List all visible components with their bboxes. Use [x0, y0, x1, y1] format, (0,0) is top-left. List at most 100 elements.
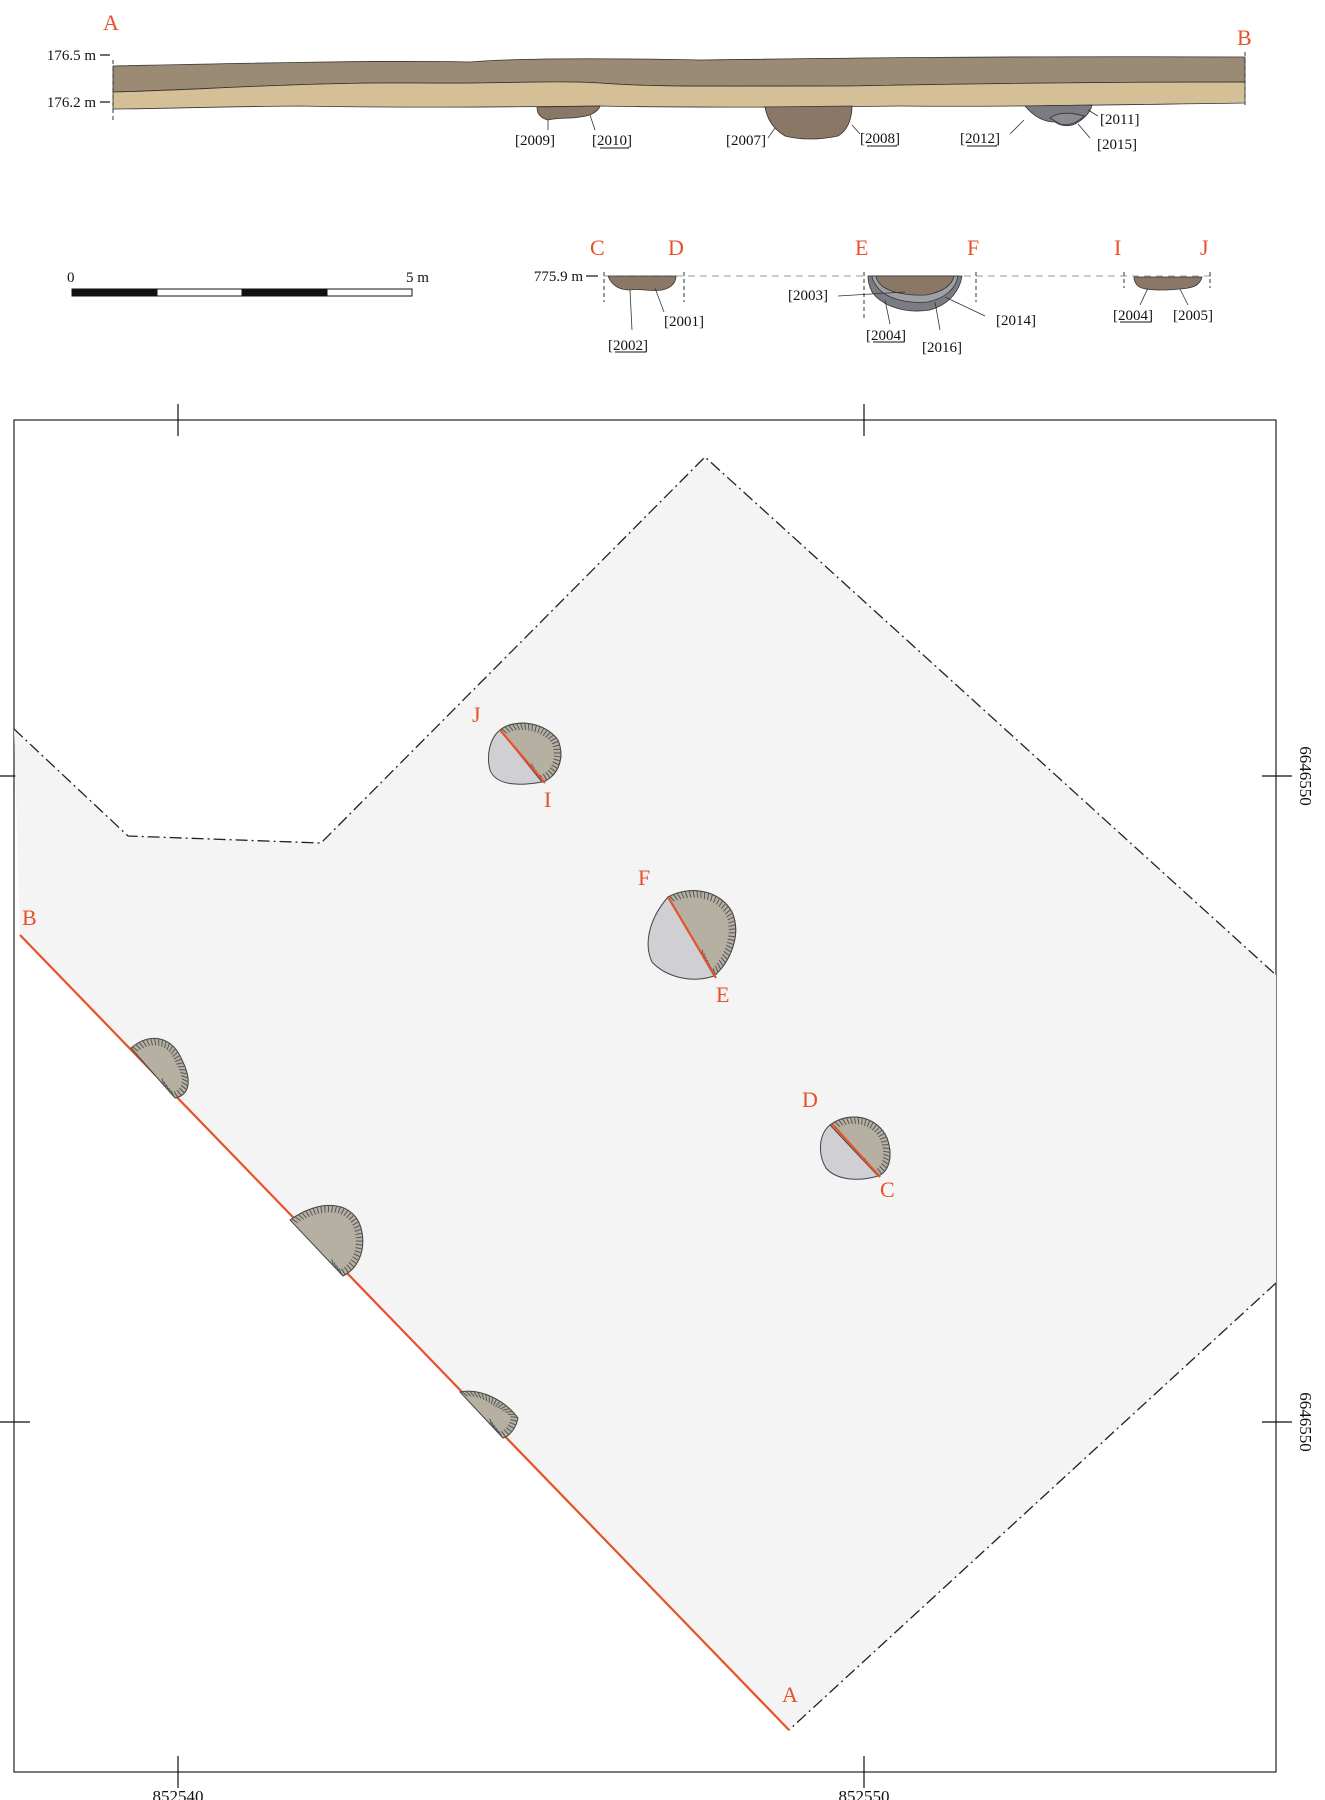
scale-segment-1	[71, 288, 158, 297]
hachure-mark	[334, 1205, 338, 1213]
section-letter-c: C	[590, 235, 605, 260]
hachure-mark	[841, 1118, 847, 1125]
leader-2008	[851, 124, 861, 135]
hachure-mark	[312, 1207, 317, 1215]
hachure-mark	[473, 1391, 479, 1398]
hachure-mark	[728, 928, 736, 931]
section-letter-b: B	[1237, 25, 1252, 50]
edge-feature-1-hachures	[132, 1038, 189, 1098]
hachure-mark	[880, 1140, 888, 1143]
hachure-mark	[507, 1424, 515, 1429]
leader-2001	[654, 287, 665, 313]
hachure-mark	[498, 1430, 503, 1438]
hachure-mark	[703, 891, 706, 900]
hachure-mark	[861, 1117, 863, 1125]
section-letter-f: F	[967, 235, 979, 260]
hachure-mark	[552, 761, 560, 766]
hachure-mark	[707, 892, 710, 901]
leader-2004-ij	[1139, 287, 1149, 306]
hachure-mark	[834, 1121, 841, 1128]
cut-2007-fill	[764, 105, 853, 140]
hachure-mark	[331, 1259, 335, 1267]
hachure-mark	[871, 1124, 877, 1131]
hachure-mark	[135, 1044, 142, 1050]
hachure-mark	[163, 1041, 167, 1049]
hachure-mark	[493, 1424, 498, 1432]
context-label-2001: [2001]	[664, 314, 704, 330]
hachure-mark	[509, 1421, 517, 1426]
hachure-mark	[723, 906, 729, 912]
hachure-mark	[878, 1132, 885, 1138]
context-label-2005: [2005]	[1173, 308, 1213, 324]
hachure-mark	[724, 947, 732, 953]
hachure-mark	[346, 1212, 352, 1219]
hachure-mark	[726, 912, 733, 918]
hachure-mark	[298, 1214, 304, 1220]
plan-letter-j: J	[472, 702, 481, 727]
leader-2016	[934, 301, 941, 331]
context-label-2003: [2003]	[788, 288, 828, 304]
easting-label-right: 852550	[839, 1787, 890, 1800]
hachure-mark	[504, 726, 511, 733]
hachure-mark	[728, 924, 736, 927]
hachure-mark	[508, 724, 514, 732]
hachure-mark	[138, 1042, 144, 1049]
elevation-bottom-label: 176.2 m	[47, 95, 97, 111]
hachure-mark	[552, 744, 560, 748]
plan-letter-b: B	[22, 905, 37, 930]
section-ab: 176.5 m 176.2 m A B [2009] [2010] [2007]…	[47, 10, 1252, 153]
section-letter-e: E	[855, 235, 868, 260]
plan-letter-d: D	[802, 1087, 818, 1112]
hachure-mark	[673, 894, 678, 901]
plan-letter-f: F	[638, 865, 650, 890]
leader-2004-ef	[884, 299, 891, 325]
plan-letter-a: A	[782, 1682, 798, 1707]
northing-label-lower: 6646550	[1296, 1392, 1315, 1452]
plan-letter-e: E	[716, 982, 729, 1007]
leader-2007	[767, 127, 776, 139]
excavation-area	[14, 457, 1276, 1730]
hachure-mark	[715, 898, 720, 905]
hachure-mark	[550, 737, 557, 742]
leader-2002	[629, 289, 633, 331]
pit-dc	[820, 1116, 891, 1180]
hachure-mark	[490, 1397, 494, 1405]
hachure-mark	[727, 916, 735, 921]
hachure-mark	[720, 903, 726, 910]
cut-2003-fill	[875, 275, 955, 296]
cut-2009-fill	[536, 105, 601, 121]
hachure-mark	[726, 941, 734, 946]
hachure-mark	[720, 956, 726, 964]
hachure-mark	[853, 1116, 857, 1124]
hachure-mark	[168, 1045, 174, 1053]
hachure-mark	[539, 727, 545, 735]
hachure-mark	[537, 726, 541, 734]
hachure-mark	[353, 1253, 361, 1258]
hachure-mark	[869, 1122, 874, 1129]
hachure-mark	[542, 729, 548, 737]
hachure-mark	[512, 723, 517, 731]
hachure-mark	[146, 1039, 150, 1047]
hachure-mark	[676, 892, 682, 900]
hachure-mark	[352, 1221, 359, 1226]
hachure-mark	[461, 1391, 468, 1397]
hachure-mark	[181, 1078, 189, 1083]
hachure-mark	[481, 1392, 485, 1400]
hachure-mark	[879, 1165, 885, 1172]
hachure-mark	[849, 1116, 853, 1124]
hachure-mark	[348, 1261, 355, 1268]
hachure-mark	[688, 890, 692, 898]
section-letter-a: A	[103, 10, 119, 35]
hachure-mark	[718, 959, 724, 967]
hachure-mark	[180, 1084, 187, 1091]
hachure-mark	[172, 1051, 179, 1058]
leader-2014	[944, 296, 986, 317]
hachure-mark	[355, 1236, 363, 1239]
hachure-mark	[343, 1209, 349, 1217]
hachure-mark	[549, 767, 556, 773]
hachure-mark	[545, 732, 551, 738]
hachure-mark	[163, 1081, 167, 1089]
hachure-mark	[177, 1065, 185, 1068]
hachure-mark	[173, 1054, 181, 1060]
edge-feature-3-hachures	[461, 1390, 518, 1438]
